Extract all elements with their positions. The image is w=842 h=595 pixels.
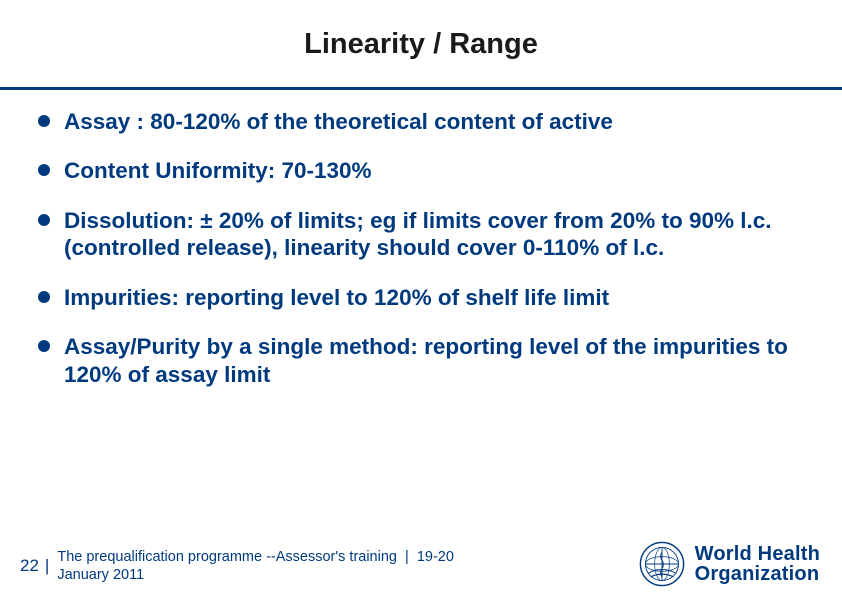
who-emblem-icon <box>639 541 685 587</box>
who-line2: Organization <box>695 564 820 584</box>
page-number: 22 <box>20 556 39 576</box>
footer-line1: The prequalification programme --Assesso… <box>57 548 454 566</box>
bullet-item: Impurities: reporting level to 120% of s… <box>36 284 806 311</box>
bullet-item: Dissolution: ± 20% of limits; eg if limi… <box>36 207 806 262</box>
slide: Linearity / Range Assay : 80-120% of the… <box>0 0 842 595</box>
footer: 22 | The prequalification programme --As… <box>0 537 842 595</box>
footer-line1-sep: | <box>405 549 409 565</box>
who-line1: World Health <box>695 544 820 564</box>
footer-line2: January 2011 <box>57 566 454 584</box>
footer-text: The prequalification programme --Assesso… <box>57 548 454 584</box>
who-logo: World Health Organization <box>639 541 820 587</box>
bullet-list: Assay : 80-120% of the theoretical conte… <box>36 108 806 388</box>
who-text: World Health Organization <box>695 544 820 584</box>
bullet-item: Assay : 80-120% of the theoretical conte… <box>36 108 806 135</box>
bullet-item: Content Uniformity: 70-130% <box>36 157 806 184</box>
footer-line1a: The prequalification programme --Assesso… <box>57 549 397 565</box>
footer-line1b: 19-20 <box>417 549 454 565</box>
content-area: Assay : 80-120% of the theoretical conte… <box>0 90 842 388</box>
footer-separator: | <box>45 556 49 576</box>
slide-title: Linearity / Range <box>0 0 842 79</box>
bullet-item: Assay/Purity by a single method: reporti… <box>36 333 806 388</box>
